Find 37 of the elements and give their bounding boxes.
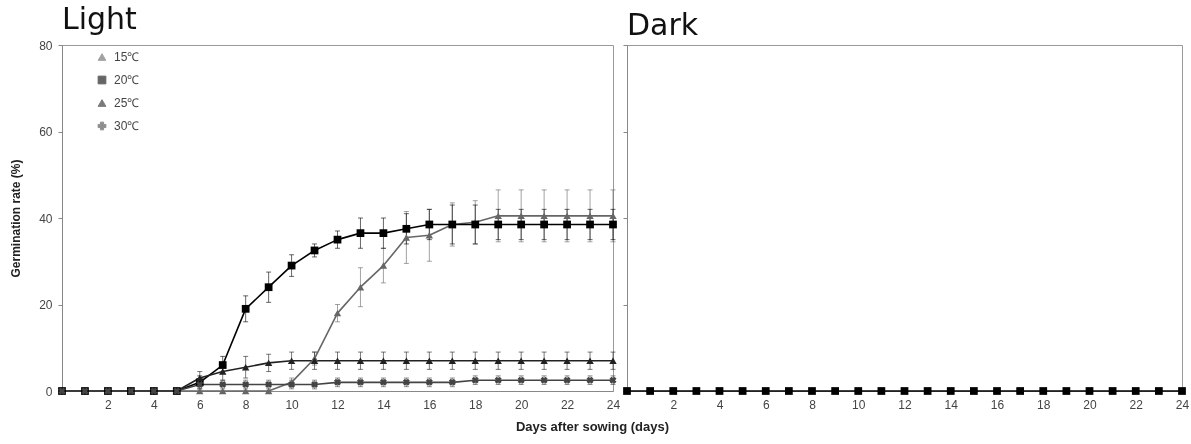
y-axis-title: Germination rate (%) [9, 159, 24, 278]
x-tick-label: 18 [1037, 397, 1051, 412]
x-tick-label: 4 [150, 397, 158, 412]
x-tick-label: 6 [762, 397, 770, 412]
x-axis-title: Days after sowing (days) [515, 418, 670, 434]
x-tick-label: 2 [670, 397, 678, 412]
x-tick-label: 8 [809, 397, 817, 412]
y-tick-label: 60 [39, 125, 53, 139]
x-tick-label: 6 [196, 397, 204, 412]
x-tick-label: 14 [377, 397, 391, 412]
x-tick-label: 20 [1083, 397, 1097, 412]
x-tick-label: 12 [331, 397, 345, 412]
x-tick-label: 8 [242, 397, 250, 412]
chart-title: Light [62, 1, 138, 36]
x-tick-label: 22 [560, 397, 575, 412]
y-tick-label: 20 [39, 298, 53, 312]
x-tick-label: 12 [898, 397, 912, 412]
x-tick-label: 10 [285, 397, 300, 412]
x-tick-label: 24 [1175, 397, 1190, 412]
chart-title: Dark [627, 6, 699, 42]
x-tick-label: 16 [423, 397, 437, 412]
legend-label: 25℃ [114, 96, 140, 110]
x-tick-label: 24 [606, 397, 621, 412]
x-tick-label: 14 [944, 397, 959, 412]
x-tick-label: 4 [716, 397, 724, 412]
legend-label: 30℃ [114, 119, 140, 133]
x-tick-label: 20 [514, 397, 529, 412]
legend-label: 15℃ [114, 50, 140, 64]
x-tick-label: 16 [990, 397, 1005, 412]
y-tick-label: 80 [39, 38, 53, 53]
x-tick-label: 10 [852, 397, 866, 412]
y-tick-label: 0 [45, 384, 53, 399]
x-tick-label: 22 [1129, 397, 1144, 412]
x-tick-label: 2 [105, 397, 113, 412]
y-tick-label: 40 [39, 211, 53, 226]
legend-label: 20℃ [114, 73, 140, 87]
x-tick-label: 18 [469, 397, 483, 412]
